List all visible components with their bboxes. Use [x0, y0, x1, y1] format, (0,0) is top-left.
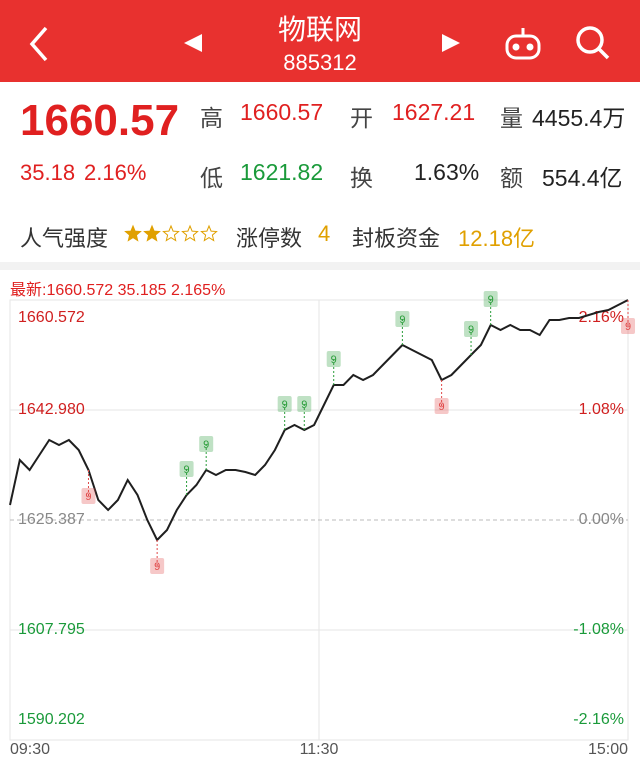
badge-label: 9 [399, 314, 405, 326]
value: 1660.57 [240, 99, 324, 125]
y-tick-label: 1590.202 [18, 711, 85, 728]
label: 量 [500, 105, 523, 131]
code: 885312 [283, 50, 357, 75]
star [143, 224, 161, 242]
label: 封板资金 [352, 226, 441, 251]
y2-tick-label: 1.08% [579, 401, 624, 418]
robot-button[interactable] [505, 28, 541, 60]
star [162, 224, 180, 242]
badge-label: 9 [85, 491, 91, 503]
latest-pct: 2.165% [171, 282, 226, 299]
value: 554.4亿 [542, 165, 623, 191]
latest-label: 最新: [10, 282, 47, 299]
star [200, 224, 218, 242]
y-tick-label: 1625.387 [18, 511, 85, 528]
y2-tick-label: 0.00% [579, 511, 624, 528]
badge [621, 318, 635, 335]
badge [395, 310, 410, 327]
badge-label: 9 [625, 321, 631, 333]
badge-label: 9 [439, 401, 445, 413]
value: 1621.82 [240, 159, 324, 185]
badge-label: 9 [488, 294, 494, 306]
value: 12.18亿 [458, 226, 536, 251]
badge [179, 460, 194, 477]
prev-button[interactable] [184, 34, 202, 52]
x-tick-label: 09:30 [10, 741, 50, 758]
badge-label: 9 [154, 561, 160, 573]
star [181, 224, 199, 242]
star [124, 224, 142, 242]
change-pct: 2.16% [84, 160, 147, 185]
label: 额 [500, 165, 523, 191]
title: 物联网 [277, 14, 362, 45]
y2-tick-label: -2.16% [573, 711, 624, 728]
label: 开 [350, 105, 373, 131]
stars [124, 224, 218, 242]
badge-label: 9 [331, 354, 337, 366]
badge [297, 396, 312, 413]
badge [326, 350, 341, 367]
badge [434, 397, 449, 414]
x-tick-label: 15:00 [588, 741, 628, 758]
header-bar: 物联网 885312 [0, 0, 640, 82]
change: 35.18 [20, 160, 76, 185]
badge [483, 290, 498, 307]
y2-tick-label: -1.08% [573, 621, 624, 638]
badge [464, 320, 479, 337]
price-line [9, 299, 629, 542]
y-tick-label: 1642.980 [18, 401, 85, 418]
badge-label: 9 [301, 399, 307, 411]
value: 4 [318, 221, 331, 246]
badge [277, 396, 292, 413]
badge [81, 488, 96, 505]
value: 1.63% [414, 159, 480, 185]
plot-frame [9, 299, 629, 741]
badge-label: 9 [468, 324, 474, 336]
price: 1660.57 [20, 96, 180, 145]
badge [150, 557, 165, 574]
value: 4455.4万 [532, 105, 626, 131]
label: 低 [200, 165, 223, 191]
latest-change: 35.185 [117, 282, 167, 299]
header-icons [29, 26, 610, 62]
badge-label: 9 [203, 439, 209, 451]
search-button[interactable] [576, 26, 610, 60]
next-button[interactable] [442, 34, 460, 52]
label: 换 [350, 165, 373, 191]
latest: 最新:1660.572 35.185 2.165% [10, 276, 225, 300]
label: 人气强度 [20, 226, 109, 251]
value: 1627.21 [392, 99, 476, 125]
divider [0, 262, 640, 270]
label: 涨停数 [236, 226, 303, 251]
back-button[interactable] [29, 26, 48, 62]
badge-label: 9 [184, 464, 190, 476]
badge [199, 436, 214, 453]
latest-price: 1660.572 [46, 282, 114, 299]
y2-tick-label: 2.16% [579, 309, 624, 326]
y-tick-label: 1607.795 [18, 621, 85, 638]
label: 高 [200, 105, 223, 131]
y-tick-label: 1660.572 [18, 309, 85, 326]
x-tick-label: 11:30 [300, 741, 339, 758]
badge-label: 9 [282, 399, 288, 411]
